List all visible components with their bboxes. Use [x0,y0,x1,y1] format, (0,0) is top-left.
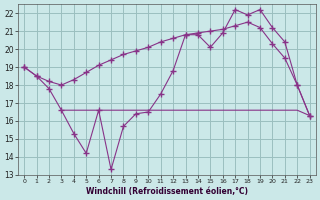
X-axis label: Windchill (Refroidissement éolien,°C): Windchill (Refroidissement éolien,°C) [86,187,248,196]
